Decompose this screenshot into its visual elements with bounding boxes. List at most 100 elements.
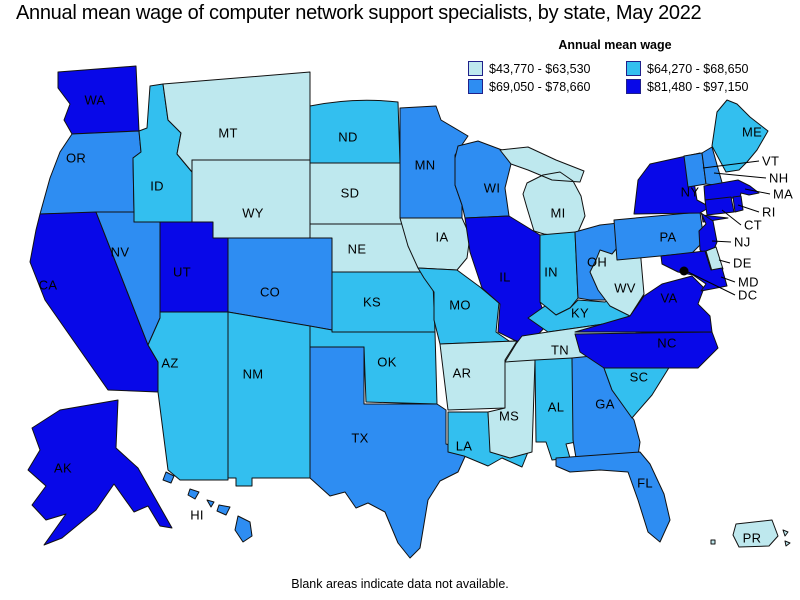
state-label-ME: ME	[742, 125, 762, 140]
state-label-MI: MI	[550, 206, 565, 221]
state-label-WY: WY	[242, 206, 264, 221]
state-label-SC: SC	[630, 370, 649, 385]
state-label-NY: NY	[681, 185, 700, 200]
state-label-NE: NE	[348, 242, 367, 257]
legend-item-3: $81,480 - $97,150	[626, 79, 790, 94]
legend-items: $43,770 - $63,530 $64,270 - $68,650 $69,05…	[440, 61, 790, 94]
state-label-IN: IN	[544, 265, 558, 280]
legend-swatch-1	[626, 61, 641, 76]
state-label-NV: NV	[111, 245, 130, 260]
state-ME[interactable]	[711, 99, 769, 173]
state-label-MA: MA	[773, 187, 793, 202]
state-label-KS: KS	[363, 295, 381, 310]
state-label-AZ: AZ	[161, 356, 178, 371]
state-label-MD: MD	[738, 275, 759, 290]
state-label-KY: KY	[571, 306, 589, 321]
state-label-ID: ID	[150, 179, 164, 194]
state-label-DC: DC	[738, 288, 757, 303]
state-label-DE: DE	[733, 256, 752, 271]
leader-line-DE	[718, 259, 731, 264]
leader-line-DC	[687, 271, 736, 296]
leader-line-NH	[713, 172, 767, 179]
legend-label-2: $69,050 - $78,660	[489, 79, 591, 94]
state-PR[interactable]	[710, 519, 791, 548]
leader-line-MA	[744, 188, 771, 195]
state-label-VT: VT	[762, 154, 779, 169]
state-label-TX: TX	[351, 431, 368, 446]
state-label-RI: RI	[762, 205, 776, 220]
state-label-MO: MO	[449, 298, 471, 313]
legend-label-3: $81,480 - $97,150	[647, 79, 749, 94]
state-label-GA: GA	[595, 397, 614, 412]
legend-swatch-3	[626, 79, 641, 94]
state-DC-marker[interactable]	[679, 266, 689, 276]
state-label-NJ: NJ	[734, 235, 751, 250]
state-MS[interactable]	[487, 359, 536, 459]
state-label-IA: IA	[436, 230, 449, 245]
state-label-UT: UT	[173, 265, 191, 280]
legend-item-0: $43,770 - $63,530	[468, 61, 616, 76]
state-MT[interactable]	[162, 71, 311, 173]
state-label-NC: NC	[657, 336, 676, 351]
state-AK[interactable]	[27, 399, 173, 546]
state-AZ[interactable]	[147, 311, 229, 481]
state-label-MT: MT	[218, 126, 237, 141]
state-label-LA: LA	[456, 439, 473, 454]
state-label-CO: CO	[260, 285, 280, 300]
state-IA[interactable]	[399, 217, 471, 271]
state-VA[interactable]	[574, 275, 713, 333]
state-label-IL: IL	[499, 270, 510, 285]
leader-line-CT	[721, 209, 742, 226]
state-HI[interactable]	[162, 471, 253, 543]
state-label-WA: WA	[84, 93, 105, 108]
legend-item-1: $64,270 - $68,650	[626, 61, 790, 76]
state-label-WV: WV	[614, 281, 636, 296]
state-KS[interactable]	[331, 271, 436, 333]
legend-swatch-2	[468, 79, 483, 94]
legend-item-2: $69,050 - $78,660	[468, 79, 616, 94]
state-label-MS: MS	[499, 409, 519, 424]
leader-line-RI	[737, 204, 760, 213]
legend-title: Annual mean wage	[558, 38, 672, 52]
leader-line-VT	[702, 160, 760, 169]
state-SD[interactable]	[309, 162, 410, 225]
legend-label-1: $64,270 - $68,650	[647, 61, 749, 76]
state-TX[interactable]	[309, 346, 469, 559]
state-label-PA: PA	[660, 230, 677, 245]
state-label-OR: OR	[66, 151, 86, 166]
state-label-OK: OK	[377, 355, 396, 370]
legend-swatch-0	[468, 61, 483, 76]
state-label-AR: AR	[453, 366, 472, 381]
state-label-OH: OH	[587, 255, 607, 270]
state-label-WI: WI	[484, 181, 500, 196]
data-availability-footnote: Blank areas indicate data not available.	[291, 577, 509, 591]
state-MD[interactable]	[660, 250, 728, 292]
state-label-MN: MN	[415, 158, 436, 173]
state-FL[interactable]	[555, 451, 671, 543]
state-label-NH: NH	[769, 171, 788, 186]
state-WA[interactable]	[57, 65, 140, 135]
leader-line-MD	[720, 276, 736, 283]
state-label-TN: TN	[551, 343, 569, 358]
legend-label-0: $43,770 - $63,530	[489, 61, 591, 76]
state-NC[interactable]	[574, 331, 719, 369]
state-label-AL: AL	[548, 400, 565, 415]
map-legend: Annual mean wage $43,770 - $63,530 $64,27…	[440, 38, 790, 94]
state-label-PR: PR	[743, 531, 762, 546]
state-label-SD: SD	[341, 186, 360, 201]
state-DE[interactable]	[705, 246, 724, 272]
state-OR[interactable]	[39, 130, 142, 215]
state-label-VA: VA	[661, 291, 678, 306]
state-RI[interactable]	[732, 195, 744, 213]
state-NM[interactable]	[227, 311, 311, 487]
state-label-CT: CT	[744, 218, 762, 233]
state-label-AK: AK	[54, 461, 72, 476]
state-label-CA: CA	[39, 278, 58, 293]
state-label-ND: ND	[338, 130, 357, 145]
state-ND[interactable]	[309, 99, 401, 164]
state-label-FL: FL	[637, 476, 653, 491]
state-CT[interactable]	[704, 196, 735, 216]
page-title: Annual mean wage of computer network sup…	[16, 2, 702, 24]
leader-line-NJ	[711, 240, 732, 243]
